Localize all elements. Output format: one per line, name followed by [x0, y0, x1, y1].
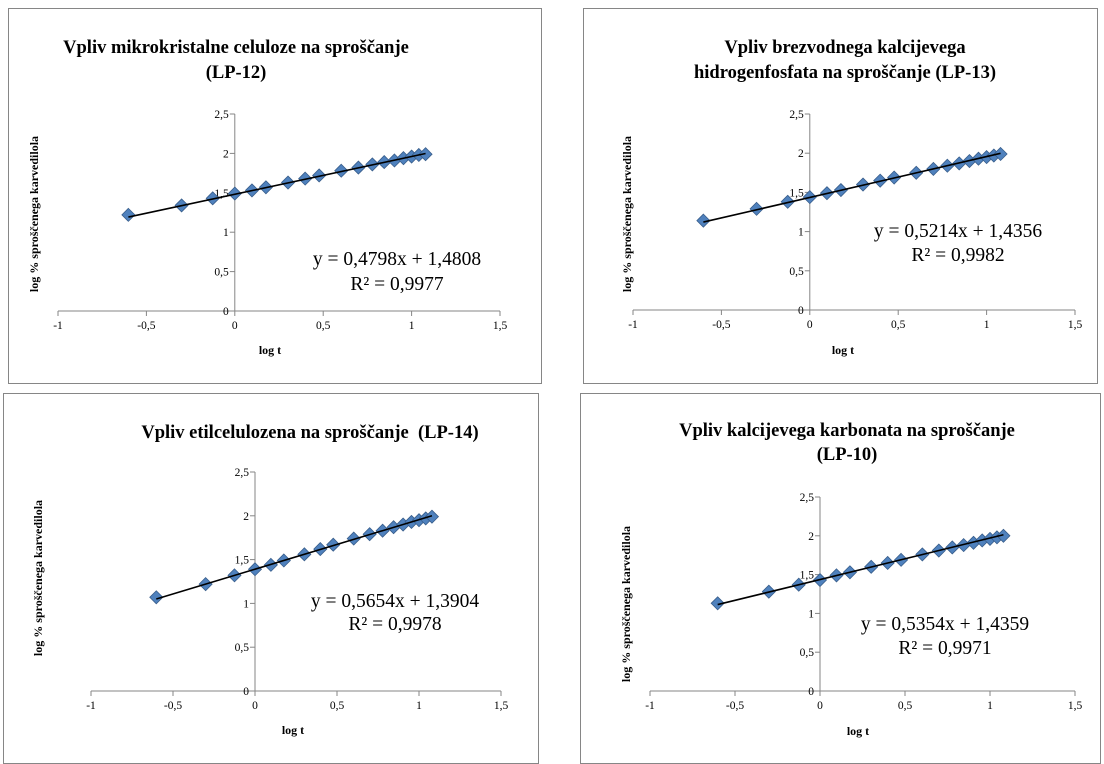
trendline-equation: y = 0,5654x + 1,3904	[311, 591, 479, 612]
x-tick-label: 1,5	[1068, 319, 1083, 331]
x-tick-label: 0	[817, 700, 823, 712]
trendline-r-squared: R² = 0,9977	[350, 274, 443, 295]
x-tick-label: 0,5	[330, 700, 345, 712]
x-tick-label: 0	[252, 700, 258, 712]
chart-panel-lp10: Vpliv kalcijevega karbonata na sproščanj…	[581, 394, 1101, 764]
y-tick-label: 2	[808, 531, 814, 543]
chart-title: Vpliv kalcijevega karbonata na sproščanj…	[679, 421, 1015, 441]
x-tick-label: 1,5	[1068, 700, 1083, 712]
chart-title: Vpliv etilcelulozena na sproščanje (LP-1…	[141, 423, 478, 443]
x-tick-label: -0,5	[137, 320, 155, 332]
x-tick-label: -1	[53, 320, 63, 332]
x-tick-label: -1	[628, 319, 638, 331]
x-axis-title: log t	[847, 724, 869, 738]
trendline-equation: y = 0,5214x + 1,4356	[874, 221, 1042, 242]
y-tick-label: 2,5	[235, 467, 250, 479]
y-axis-title: log % sproščenega karvedilola	[620, 136, 634, 292]
chart-title: Vpliv mikrokristalne celuloze na sprošča…	[63, 38, 409, 58]
trendline-equation: y = 0,4798x + 1,4808	[313, 249, 481, 270]
y-tick-label: 1	[243, 598, 249, 610]
x-tick-label: 0	[232, 320, 238, 332]
y-tick-label: 0	[223, 306, 229, 318]
y-axis-title: log % sproščenega karvedilola	[27, 136, 41, 292]
x-tick-label: 1,5	[494, 700, 509, 712]
trendline-r-squared: R² = 0,9978	[348, 614, 441, 635]
chart-panel-lp12: Vpliv mikrokristalne celuloze na sprošča…	[9, 9, 542, 384]
y-tick-label: 2	[223, 148, 229, 160]
trendline-r-squared: R² = 0,9971	[898, 638, 991, 659]
x-axis-title: log t	[282, 723, 304, 737]
x-tick-label: 0,5	[316, 320, 331, 332]
y-tick-label: 1,5	[800, 570, 815, 582]
y-tick-label: 2,5	[789, 109, 804, 121]
y-tick-label: 0	[798, 305, 804, 317]
x-tick-label: 1	[987, 700, 993, 712]
x-tick-label: -0,5	[726, 700, 744, 712]
x-tick-label: -1	[86, 700, 96, 712]
y-tick-label: 0	[808, 686, 814, 698]
x-tick-label: 1,5	[493, 320, 508, 332]
y-tick-label: 1	[798, 227, 804, 239]
x-axis-title: log t	[259, 343, 281, 357]
chart-panel-lp13: Vpliv brezvodnega kalcijevega hidrogenfos…	[584, 9, 1098, 384]
y-tick-label: 0,5	[235, 642, 250, 654]
x-tick-label: 1	[409, 320, 415, 332]
trendline-r-squared: R² = 0,9982	[911, 245, 1004, 266]
x-axis-title: log t	[832, 343, 854, 357]
trendline-equation: y = 0,5354x + 1,4359	[861, 614, 1029, 635]
y-tick-label: 2	[243, 511, 249, 523]
y-tick-label: 0,5	[800, 647, 815, 659]
y-tick-label: 2	[798, 148, 804, 160]
y-tick-label: 0,5	[789, 266, 804, 278]
chart-title: Vpliv brezvodnega kalcijevega	[724, 38, 965, 58]
y-tick-label: 1,5	[235, 555, 250, 567]
y-tick-label: 2,5	[800, 492, 815, 504]
y-tick-label: 1,5	[789, 187, 804, 199]
y-tick-label: 0,5	[214, 267, 229, 279]
y-tick-label: 2,5	[214, 109, 229, 121]
x-tick-label: 1	[984, 319, 990, 331]
chart-title: (LP-12)	[206, 63, 267, 83]
x-tick-label: 0,5	[891, 319, 906, 331]
y-tick-label: 1	[808, 608, 814, 620]
y-tick-label: 0	[243, 686, 249, 698]
chart-title: hidrogenfosfata na sproščanje (LP-13)	[694, 63, 996, 83]
chart-border	[4, 394, 539, 764]
y-tick-label: 1	[223, 227, 229, 239]
chart-border	[9, 9, 542, 384]
x-tick-label: -1	[645, 700, 655, 712]
chart-panel-lp14: Vpliv etilcelulozena na sproščanje (LP-1…	[4, 394, 539, 764]
x-tick-label: 0	[807, 319, 813, 331]
x-tick-label: -0,5	[712, 319, 730, 331]
x-tick-label: 1	[416, 700, 422, 712]
chart-title: (LP-10)	[817, 445, 878, 465]
x-tick-label: -0,5	[164, 700, 182, 712]
y-axis-title: log % sproščenega karvedilola	[619, 526, 633, 682]
x-tick-label: 0,5	[898, 700, 913, 712]
y-axis-title: log % sproščenega karvedilola	[31, 500, 45, 656]
